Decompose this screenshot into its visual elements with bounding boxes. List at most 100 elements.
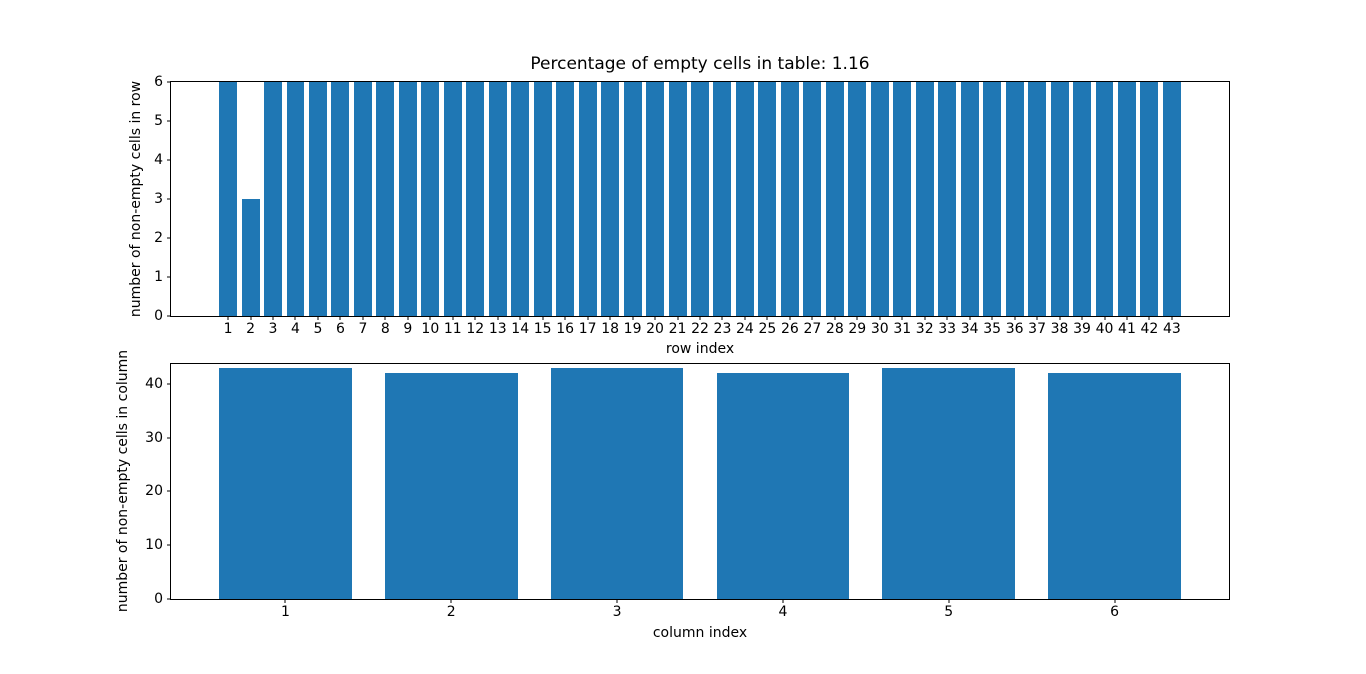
bar <box>893 82 912 316</box>
bar <box>960 82 979 316</box>
bar <box>550 367 684 599</box>
x-tick-label: 37 <box>1028 321 1046 337</box>
bar <box>286 82 305 316</box>
x-tick-label: 21 <box>668 321 687 337</box>
plot-area <box>171 364 1229 599</box>
x-tick-label: 5 <box>313 321 323 337</box>
x-tick-mark <box>542 316 544 320</box>
x-tick-label: 2 <box>246 321 256 337</box>
x-tick-label: 22 <box>691 321 709 337</box>
bar <box>443 82 462 316</box>
y-tick-label: 5 <box>154 112 163 129</box>
bar <box>882 367 1016 599</box>
bar <box>1117 82 1136 316</box>
y-tick-label: 6 <box>154 74 163 90</box>
x-tick-mark <box>766 316 768 320</box>
y-tick-mark <box>167 598 171 600</box>
y-tick-mark <box>167 315 171 317</box>
y-tick-label: 3 <box>154 191 163 207</box>
x-tick-label: 30 <box>870 321 889 337</box>
x-tick-label: 13 <box>488 321 507 337</box>
x-tick-label: 43 <box>1162 321 1181 337</box>
x-tick-label: 35 <box>983 321 1002 337</box>
column-chart-axes: 1 2 3 4 5 6 0 10 20 30 40 <box>145 363 1230 619</box>
x-tick-mark <box>654 316 656 320</box>
x-tick-label: 7 <box>358 321 368 337</box>
x-tick-mark <box>1081 316 1083 320</box>
bar <box>398 82 417 316</box>
x-tick-label: 5 <box>944 604 954 620</box>
x-tick-mark <box>294 316 296 320</box>
x-tick-mark <box>789 316 791 320</box>
x-tick-label: 24 <box>736 321 754 337</box>
bar <box>1050 82 1069 316</box>
bar <box>623 82 642 316</box>
x-tick-label: 29 <box>848 321 867 337</box>
bar <box>353 82 372 316</box>
x-tick-mark <box>616 599 618 603</box>
bar <box>421 82 440 316</box>
bar <box>915 82 934 316</box>
x-tick-mark <box>677 316 679 320</box>
bar <box>848 82 867 316</box>
y-tick-label: 2 <box>154 229 163 246</box>
y-tick-mark <box>167 544 171 546</box>
y-tick-mark <box>167 237 171 239</box>
x-tick-label: 12 <box>466 321 485 337</box>
x-tick-mark <box>519 316 521 320</box>
x-tick-mark <box>564 316 566 320</box>
x-tick-mark <box>811 316 813 320</box>
bar <box>1140 82 1159 316</box>
bar <box>983 82 1002 316</box>
x-tick-mark <box>272 316 274 320</box>
x-tick-mark <box>699 316 701 320</box>
x-tick-label: 31 <box>893 321 912 337</box>
x-tick-mark <box>1148 316 1150 320</box>
x-tick-label: 9 <box>403 321 413 337</box>
x-tick-mark <box>227 316 229 320</box>
bar <box>1048 373 1181 599</box>
x-tick-label: 32 <box>915 321 934 337</box>
bar <box>713 82 732 316</box>
bar <box>668 82 687 316</box>
y-tick-mark <box>167 198 171 200</box>
x-tick-label: 26 <box>780 321 799 337</box>
x-tick-mark <box>991 316 993 320</box>
x-tick-mark <box>1171 316 1173 320</box>
bar <box>241 199 260 316</box>
x-tick-mark <box>901 316 903 320</box>
x-tick-mark <box>497 316 499 320</box>
x-tick-label: 40 <box>1095 321 1114 337</box>
bar <box>1028 82 1047 316</box>
column-chart-x-axis-label: column index <box>652 625 748 641</box>
x-tick-label: 42 <box>1140 321 1159 337</box>
x-tick-mark <box>1126 316 1128 320</box>
x-tick-label: 17 <box>578 321 597 337</box>
bar <box>556 82 575 316</box>
x-tick-label: 23 <box>713 321 732 337</box>
x-tick-label: 16 <box>556 321 575 337</box>
y-tick-label: 40 <box>145 375 163 392</box>
bar <box>264 82 282 316</box>
bar <box>466 82 485 316</box>
bar <box>1162 82 1181 316</box>
bar <box>219 367 352 599</box>
x-tick-mark <box>946 316 948 320</box>
bar <box>716 373 850 599</box>
y-tick-label: 10 <box>145 537 163 554</box>
y-tick-mark <box>167 120 171 122</box>
bar <box>758 82 777 316</box>
plot-area <box>171 82 1229 316</box>
x-tick-label: 27 <box>803 321 822 337</box>
bar <box>578 82 597 316</box>
x-tick-mark <box>1114 599 1116 603</box>
x-tick-label: 4 <box>778 604 788 620</box>
row-chart-y-axis-label: number of non-empty cells in row <box>128 80 144 318</box>
x-tick-mark <box>782 599 784 603</box>
x-tick-mark <box>450 599 452 603</box>
bar <box>601 82 620 316</box>
bar <box>1073 82 1091 316</box>
x-tick-label: 14 <box>511 321 530 337</box>
bar <box>511 82 530 316</box>
